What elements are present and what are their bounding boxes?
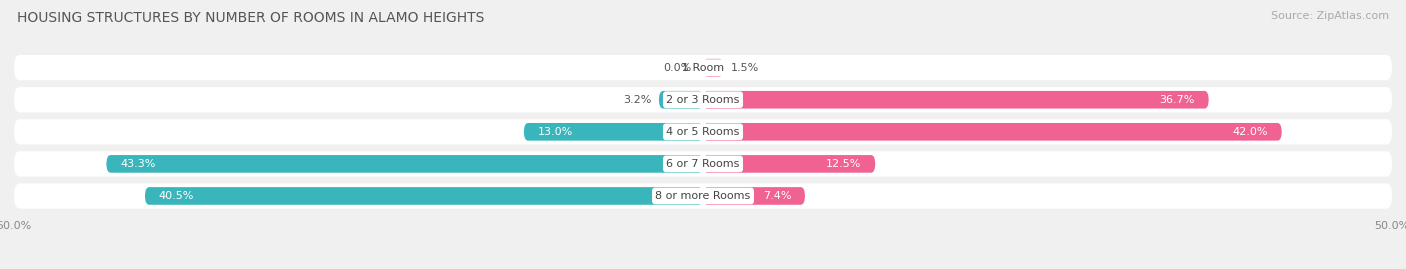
Text: HOUSING STRUCTURES BY NUMBER OF ROOMS IN ALAMO HEIGHTS: HOUSING STRUCTURES BY NUMBER OF ROOMS IN…	[17, 11, 484, 25]
FancyBboxPatch shape	[703, 155, 875, 173]
FancyBboxPatch shape	[659, 91, 703, 109]
FancyBboxPatch shape	[14, 87, 1392, 112]
Text: 43.3%: 43.3%	[120, 159, 156, 169]
Text: 4 or 5 Rooms: 4 or 5 Rooms	[666, 127, 740, 137]
FancyBboxPatch shape	[703, 187, 806, 205]
FancyBboxPatch shape	[145, 187, 703, 205]
FancyBboxPatch shape	[703, 59, 724, 76]
Text: 12.5%: 12.5%	[827, 159, 862, 169]
FancyBboxPatch shape	[14, 151, 1392, 176]
FancyBboxPatch shape	[703, 91, 1209, 109]
Text: 13.0%: 13.0%	[537, 127, 572, 137]
Text: 2 or 3 Rooms: 2 or 3 Rooms	[666, 95, 740, 105]
FancyBboxPatch shape	[14, 183, 1392, 209]
FancyBboxPatch shape	[14, 119, 1392, 144]
Text: 8 or more Rooms: 8 or more Rooms	[655, 191, 751, 201]
Text: 1 Room: 1 Room	[682, 63, 724, 73]
Text: 40.5%: 40.5%	[159, 191, 194, 201]
Text: 7.4%: 7.4%	[762, 191, 792, 201]
Text: 0.0%: 0.0%	[664, 63, 692, 73]
Text: 1.5%: 1.5%	[731, 63, 759, 73]
Text: 42.0%: 42.0%	[1233, 127, 1268, 137]
FancyBboxPatch shape	[107, 155, 703, 173]
Text: 3.2%: 3.2%	[624, 95, 652, 105]
Text: 36.7%: 36.7%	[1160, 95, 1195, 105]
Text: 6 or 7 Rooms: 6 or 7 Rooms	[666, 159, 740, 169]
FancyBboxPatch shape	[703, 123, 1282, 141]
FancyBboxPatch shape	[524, 123, 703, 141]
Text: Source: ZipAtlas.com: Source: ZipAtlas.com	[1271, 11, 1389, 21]
FancyBboxPatch shape	[14, 55, 1392, 80]
